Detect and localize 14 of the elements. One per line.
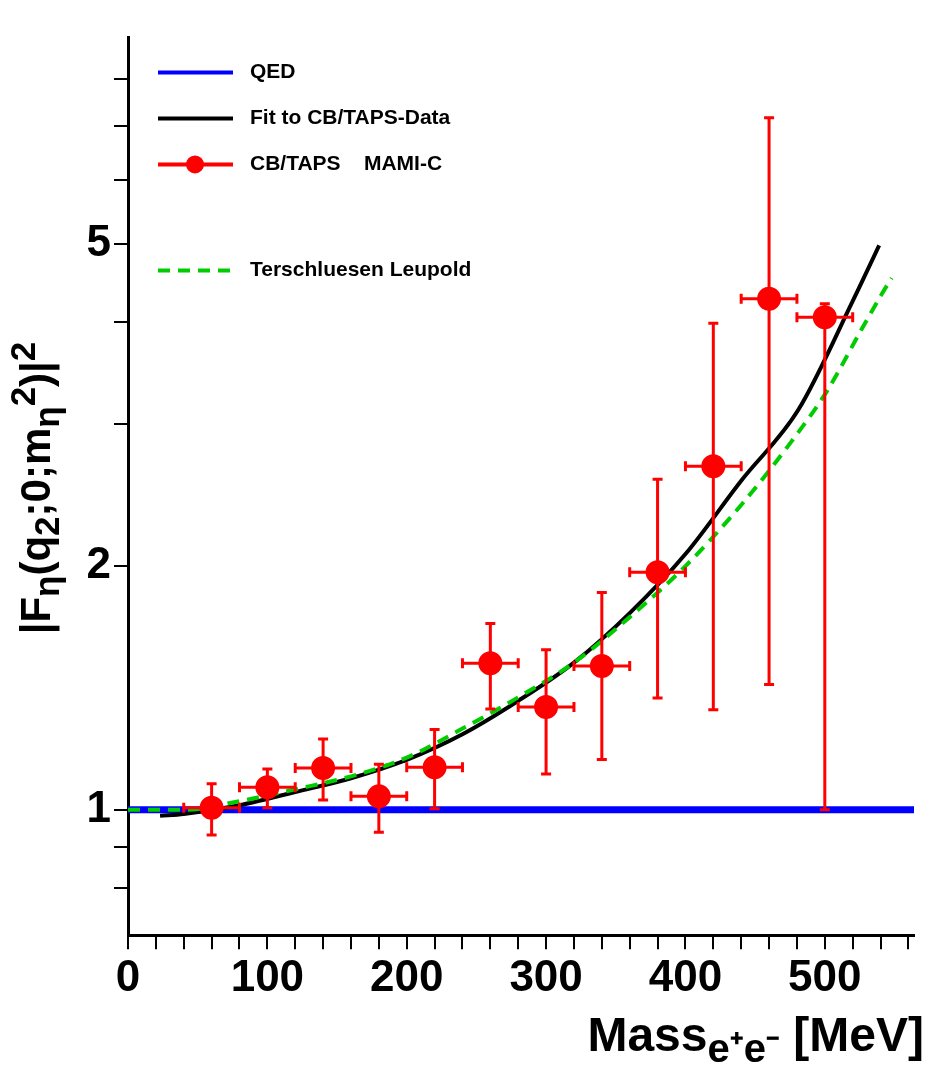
x-tick-label: 200 [370,950,444,1000]
x-axis-title: Mass$_{e⁺e⁻}$ [MeV] [587,1007,924,1072]
legend-label: CB/TAPS MAMI-C [250,151,443,175]
y-tick-label: 1 [86,781,111,831]
x-tick-label: 500 [788,950,862,1000]
x-tick-label: 300 [509,950,583,1000]
legend-label: Terschluesen Leupold [250,257,472,281]
x-tick-label: 100 [230,950,305,1000]
legend-label: Fit to CB/TAPS-Data [250,105,451,129]
x-tick-label: 0 [115,950,141,1000]
y-tick-label: 2 [86,538,111,588]
y-tick-label: 5 [86,216,111,266]
legend-label: QED [250,59,296,83]
x-tick-label: 400 [648,950,723,1000]
